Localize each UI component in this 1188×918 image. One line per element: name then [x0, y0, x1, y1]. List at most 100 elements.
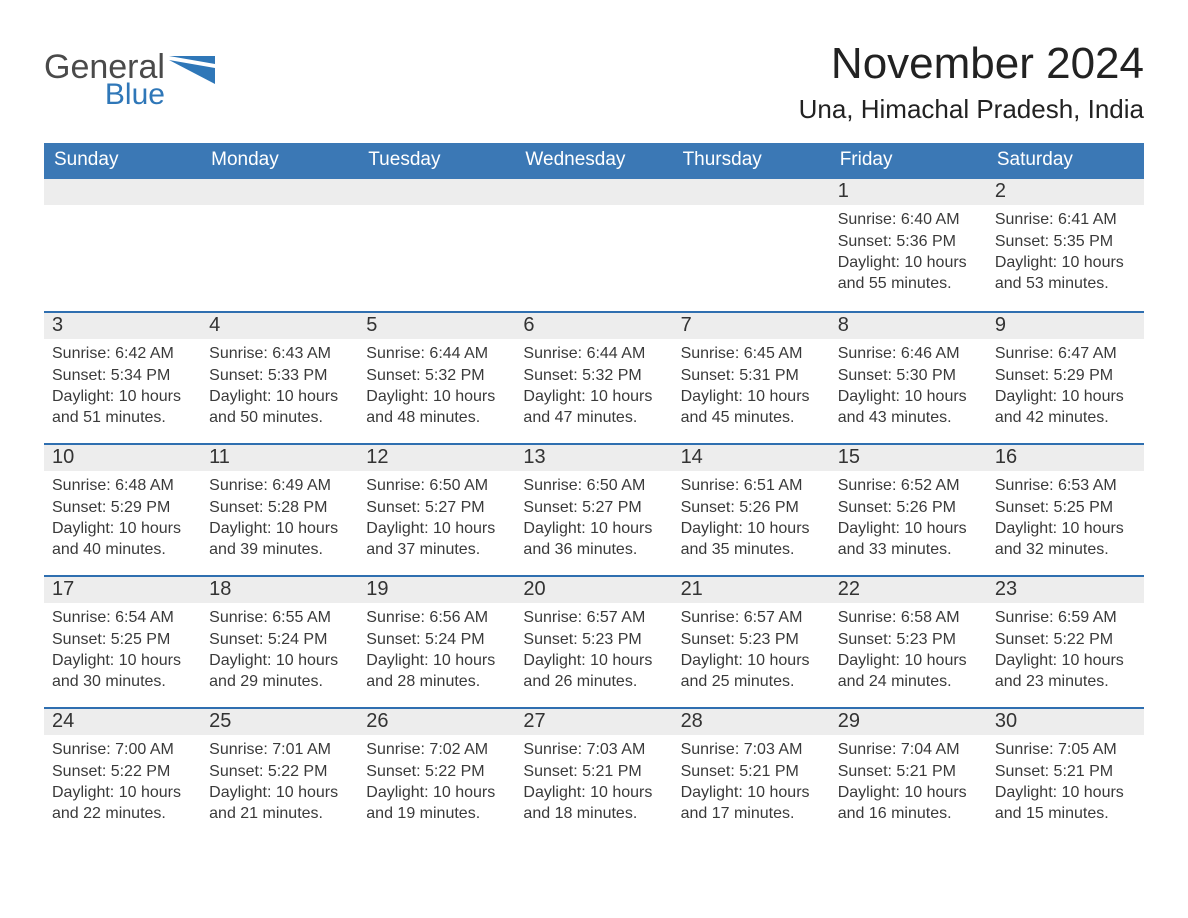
day-details: Sunrise: 6:43 AMSunset: 5:33 PMDaylight:… [201, 339, 358, 433]
sunrise-text: Sunrise: 6:44 AM [523, 343, 664, 364]
day-number: 2 [987, 179, 1144, 205]
daylight-text: Daylight: 10 hours and 25 minutes. [681, 650, 822, 692]
daylight-text: Daylight: 10 hours and 26 minutes. [523, 650, 664, 692]
sunrise-text: Sunrise: 7:01 AM [209, 739, 350, 760]
day-details: Sunrise: 6:59 AMSunset: 5:22 PMDaylight:… [987, 603, 1144, 697]
daylight-text: Daylight: 10 hours and 51 minutes. [52, 386, 193, 428]
sunrise-text: Sunrise: 7:05 AM [995, 739, 1136, 760]
calendar-cell: 24Sunrise: 7:00 AMSunset: 5:22 PMDayligh… [44, 707, 201, 839]
calendar-cell: 9Sunrise: 6:47 AMSunset: 5:29 PMDaylight… [987, 311, 1144, 443]
day-number [358, 179, 515, 205]
logo-text: General Blue [44, 50, 165, 110]
day-number: 6 [515, 313, 672, 339]
calendar-cell-inner: 14Sunrise: 6:51 AMSunset: 5:26 PMDayligh… [673, 443, 830, 575]
sunrise-text: Sunrise: 7:04 AM [838, 739, 979, 760]
sunrise-text: Sunrise: 6:56 AM [366, 607, 507, 628]
day-details: Sunrise: 6:50 AMSunset: 5:27 PMDaylight:… [358, 471, 515, 565]
sunset-text: Sunset: 5:22 PM [52, 761, 193, 782]
calendar-cell-inner: 10Sunrise: 6:48 AMSunset: 5:29 PMDayligh… [44, 443, 201, 575]
sunset-text: Sunset: 5:33 PM [209, 365, 350, 386]
sunset-text: Sunset: 5:21 PM [838, 761, 979, 782]
day-details: Sunrise: 6:46 AMSunset: 5:30 PMDaylight:… [830, 339, 987, 433]
calendar-week-row: 10Sunrise: 6:48 AMSunset: 5:29 PMDayligh… [44, 443, 1144, 575]
calendar-cell-inner: 2Sunrise: 6:41 AMSunset: 5:35 PMDaylight… [987, 179, 1144, 311]
sunrise-text: Sunrise: 6:47 AM [995, 343, 1136, 364]
sunrise-text: Sunrise: 6:57 AM [523, 607, 664, 628]
sunset-text: Sunset: 5:30 PM [838, 365, 979, 386]
daylight-text: Daylight: 10 hours and 33 minutes. [838, 518, 979, 560]
sunrise-text: Sunrise: 7:00 AM [52, 739, 193, 760]
sunrise-text: Sunrise: 6:49 AM [209, 475, 350, 496]
calendar-cell: 16Sunrise: 6:53 AMSunset: 5:25 PMDayligh… [987, 443, 1144, 575]
calendar-cell-inner: 24Sunrise: 7:00 AMSunset: 5:22 PMDayligh… [44, 707, 201, 839]
daylight-text: Daylight: 10 hours and 45 minutes. [681, 386, 822, 428]
day-number: 20 [515, 577, 672, 603]
calendar-cell-inner: 1Sunrise: 6:40 AMSunset: 5:36 PMDaylight… [830, 179, 987, 311]
sunrise-text: Sunrise: 6:43 AM [209, 343, 350, 364]
sunrise-text: Sunrise: 7:03 AM [523, 739, 664, 760]
title-block: November 2024 Una, Himachal Pradesh, Ind… [799, 40, 1144, 125]
sunset-text: Sunset: 5:24 PM [209, 629, 350, 650]
calendar-cell-inner: 21Sunrise: 6:57 AMSunset: 5:23 PMDayligh… [673, 575, 830, 707]
day-number: 13 [515, 445, 672, 471]
sunrise-text: Sunrise: 6:57 AM [681, 607, 822, 628]
calendar-cell-inner: 7Sunrise: 6:45 AMSunset: 5:31 PMDaylight… [673, 311, 830, 443]
day-number: 30 [987, 709, 1144, 735]
calendar-cell: 15Sunrise: 6:52 AMSunset: 5:26 PMDayligh… [830, 443, 987, 575]
sunrise-text: Sunrise: 6:44 AM [366, 343, 507, 364]
calendar-cell: 7Sunrise: 6:45 AMSunset: 5:31 PMDaylight… [673, 311, 830, 443]
calendar-cell: 27Sunrise: 7:03 AMSunset: 5:21 PMDayligh… [515, 707, 672, 839]
sunrise-text: Sunrise: 7:02 AM [366, 739, 507, 760]
day-details: Sunrise: 7:03 AMSunset: 5:21 PMDaylight:… [515, 735, 672, 829]
day-number: 4 [201, 313, 358, 339]
calendar-cell-inner: 5Sunrise: 6:44 AMSunset: 5:32 PMDaylight… [358, 311, 515, 443]
day-number: 21 [673, 577, 830, 603]
sunset-text: Sunset: 5:36 PM [838, 231, 979, 252]
daylight-text: Daylight: 10 hours and 24 minutes. [838, 650, 979, 692]
sunrise-text: Sunrise: 6:50 AM [523, 475, 664, 496]
sunset-text: Sunset: 5:31 PM [681, 365, 822, 386]
calendar-cell-inner [201, 179, 358, 311]
sunrise-text: Sunrise: 7:03 AM [681, 739, 822, 760]
calendar-cell-inner [673, 179, 830, 311]
day-number: 28 [673, 709, 830, 735]
day-number: 15 [830, 445, 987, 471]
calendar-cell: 5Sunrise: 6:44 AMSunset: 5:32 PMDaylight… [358, 311, 515, 443]
calendar-cell-inner: 23Sunrise: 6:59 AMSunset: 5:22 PMDayligh… [987, 575, 1144, 707]
sunset-text: Sunset: 5:27 PM [366, 497, 507, 518]
calendar-cell-inner: 3Sunrise: 6:42 AMSunset: 5:34 PMDaylight… [44, 311, 201, 443]
day-number: 5 [358, 313, 515, 339]
calendar-body: 1Sunrise: 6:40 AMSunset: 5:36 PMDaylight… [44, 179, 1144, 839]
calendar-cell-inner: 15Sunrise: 6:52 AMSunset: 5:26 PMDayligh… [830, 443, 987, 575]
sunset-text: Sunset: 5:32 PM [366, 365, 507, 386]
calendar-cell: 1Sunrise: 6:40 AMSunset: 5:36 PMDaylight… [830, 179, 987, 311]
calendar-cell: 20 Sunrise: 6:57 AMSunset: 5:23 PMDayligh… [515, 575, 672, 707]
sunset-text: Sunset: 5:21 PM [523, 761, 664, 782]
sunset-text: Sunset: 5:22 PM [209, 761, 350, 782]
day-details: Sunrise: 7:00 AMSunset: 5:22 PMDaylight:… [44, 735, 201, 829]
calendar-cell-inner: 26Sunrise: 7:02 AMSunset: 5:22 PMDayligh… [358, 707, 515, 839]
day-number: 19 [358, 577, 515, 603]
calendar-cell: 21Sunrise: 6:57 AMSunset: 5:23 PMDayligh… [673, 575, 830, 707]
calendar-cell: 18Sunrise: 6:55 AMSunset: 5:24 PMDayligh… [201, 575, 358, 707]
weekday-header: Sunday [44, 143, 201, 179]
calendar-cell-inner: 19Sunrise: 6:56 AMSunset: 5:24 PMDayligh… [358, 575, 515, 707]
calendar-cell: 22Sunrise: 6:58 AMSunset: 5:23 PMDayligh… [830, 575, 987, 707]
calendar-week-row: 1Sunrise: 6:40 AMSunset: 5:36 PMDaylight… [44, 179, 1144, 311]
daylight-text: Daylight: 10 hours and 40 minutes. [52, 518, 193, 560]
calendar-cell [201, 179, 358, 311]
day-number: 9 [987, 313, 1144, 339]
sunset-text: Sunset: 5:26 PM [681, 497, 822, 518]
calendar-cell-inner: 13Sunrise: 6:50 AMSunset: 5:27 PMDayligh… [515, 443, 672, 575]
day-details: Sunrise: 6:44 AMSunset: 5:32 PMDaylight:… [358, 339, 515, 433]
day-number [515, 179, 672, 205]
location-subtitle: Una, Himachal Pradesh, India [799, 94, 1144, 125]
day-details: Sunrise: 6:53 AMSunset: 5:25 PMDaylight:… [987, 471, 1144, 565]
daylight-text: Daylight: 10 hours and 17 minutes. [681, 782, 822, 824]
day-number: 22 [830, 577, 987, 603]
day-details: Sunrise: 7:04 AMSunset: 5:21 PMDaylight:… [830, 735, 987, 829]
sunset-text: Sunset: 5:23 PM [523, 629, 664, 650]
calendar-week-row: 24Sunrise: 7:00 AMSunset: 5:22 PMDayligh… [44, 707, 1144, 839]
weekday-header: Wednesday [515, 143, 672, 179]
day-number: 11 [201, 445, 358, 471]
